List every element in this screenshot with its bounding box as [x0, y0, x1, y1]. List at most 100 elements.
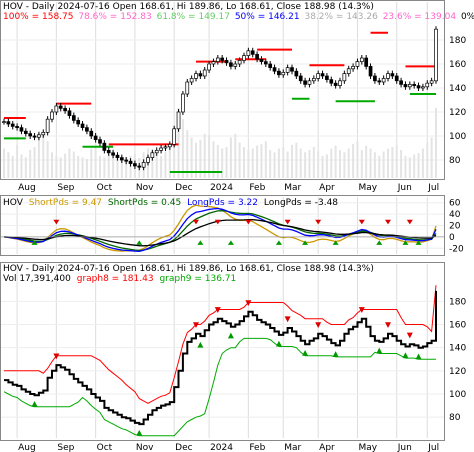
price-candle	[98, 139, 102, 144]
price-candle	[399, 80, 403, 85]
volume-bar	[251, 148, 254, 178]
x-tick-label: Jun	[397, 443, 412, 452]
volume-bar	[24, 157, 27, 178]
price-candle	[198, 73, 203, 77]
volume-bar	[312, 147, 315, 178]
price-candle	[189, 78, 194, 83]
price-candle	[412, 84, 417, 86]
volume-bar	[216, 144, 219, 178]
axis-labels: Aug Aug Sep Sep Oct Oct Nov Nov Dec Dec 2024 2024 Fe…	[18, 36, 466, 452]
y-tick-label: 140	[449, 344, 466, 354]
buy-arrow	[197, 341, 204, 348]
osc-sell-arrow	[53, 219, 60, 225]
volatility-panel-title: HOV - Daily 2024-07-16 Open 168.61, Hi 1…	[3, 264, 374, 274]
osc-buy-arrow	[415, 240, 422, 245]
price-candle	[194, 73, 198, 79]
volume-bar	[426, 142, 429, 178]
price-candle	[263, 61, 268, 65]
x-tick-label: Oct	[97, 443, 113, 452]
price-candle	[28, 133, 33, 137]
graph8-band-line	[4, 285, 437, 404]
price-candle	[111, 152, 115, 156]
volume-bar	[3, 148, 5, 178]
price-candle	[333, 82, 338, 86]
price-candle	[255, 54, 259, 60]
volume-bar	[321, 155, 324, 178]
osc-buy-arrow	[332, 240, 339, 245]
price-candle	[54, 105, 59, 113]
y-tick-label: 80	[449, 413, 461, 423]
y-tick-label: 100	[449, 132, 466, 142]
volume-bar	[247, 150, 250, 178]
price-candle	[272, 67, 277, 72]
volume-bar	[269, 150, 272, 178]
price-candle	[76, 120, 81, 125]
price-candle	[294, 70, 299, 77]
price-candle	[19, 127, 24, 132]
graph9-legend: graph9 = 136.71	[159, 274, 236, 284]
price-candle	[119, 157, 124, 161]
volume-bar	[330, 148, 333, 178]
volume-bar	[256, 145, 259, 178]
price-candle	[10, 123, 15, 127]
price-candle	[342, 73, 347, 82]
price-candle	[434, 28, 438, 82]
volume-bar	[186, 130, 189, 178]
volume-bar	[168, 148, 171, 178]
price-candle	[403, 84, 408, 88]
volume-bar	[273, 152, 276, 178]
volume-bar	[291, 144, 293, 178]
volume-bar	[282, 147, 285, 178]
buy-arrow	[227, 332, 234, 339]
oscillator-panel-title: HOV ShortPds = 9.47 ShortPds = 0.45 Long…	[3, 198, 338, 208]
fib-legend-50: 50% = 146.21	[235, 12, 300, 22]
osc-legend-short-1: ShortPds = 9.47	[29, 198, 102, 208]
price-candle	[163, 146, 168, 149]
volume-bar	[120, 159, 123, 178]
price-candle	[390, 73, 395, 77]
price-candle	[229, 62, 233, 67]
price-candle	[220, 57, 225, 61]
price-candle	[290, 67, 294, 72]
price-candle	[368, 66, 373, 77]
price-candle	[146, 157, 150, 163]
volume-bar	[365, 145, 368, 178]
x-tick-label: Mar	[284, 443, 301, 452]
y-tick-label: 20	[449, 222, 461, 232]
price-candle	[45, 118, 50, 133]
price-candle	[93, 135, 98, 140]
y-tick-label: 120	[449, 367, 466, 377]
volume-bar	[408, 157, 411, 178]
x-tick-label: Jun	[397, 183, 412, 193]
x-tick-label: 2024	[210, 443, 233, 452]
osc-sell-arrow	[406, 219, 413, 225]
price-candle	[133, 163, 137, 167]
price-candle	[346, 68, 351, 74]
volume-bar	[208, 135, 211, 178]
sell-arrow	[214, 307, 221, 313]
buy-arrow	[31, 400, 38, 407]
volume-bar	[286, 151, 289, 178]
price-candle	[268, 63, 273, 68]
volume-bar	[116, 155, 119, 178]
volume-bar	[212, 141, 215, 178]
volume-bar	[160, 155, 163, 178]
price-candle	[233, 63, 238, 67]
x-tick-label: May	[358, 443, 377, 452]
volume-bar	[199, 139, 202, 178]
price-candle	[172, 128, 177, 145]
price-candles	[2, 26, 438, 171]
x-tick-label: Jul	[427, 183, 439, 193]
price-candle	[377, 80, 382, 83]
osc-buy-arrow	[227, 240, 234, 245]
volume-bar	[72, 151, 75, 178]
volume-bar	[339, 150, 341, 178]
volume-bar	[55, 155, 58, 178]
price-candle	[338, 80, 342, 86]
price-candle	[202, 69, 207, 77]
volume-bar	[260, 144, 263, 178]
price-candle	[124, 159, 129, 162]
y-tick-label: 120	[449, 108, 466, 118]
price-candle	[277, 70, 281, 76]
fib-legend-0: 0% = 133.68	[461, 12, 474, 22]
